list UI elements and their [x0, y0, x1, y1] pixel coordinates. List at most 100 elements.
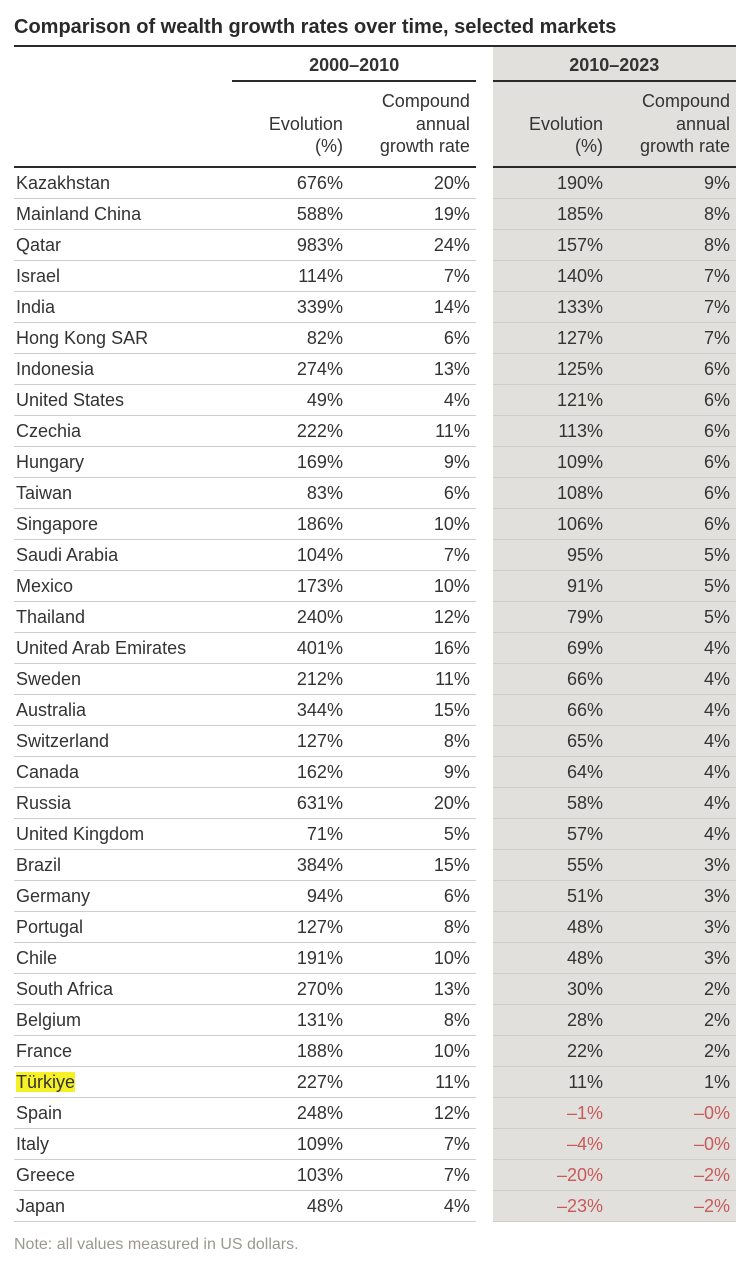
evolution-p2-cell: 125%: [493, 353, 610, 384]
evolution-p2-cell: 91%: [493, 570, 610, 601]
evolution-p2-cell: –4%: [493, 1128, 610, 1159]
wealth-growth-table: 2000–2010 2010–2023 Evolution(%) Compoun…: [14, 47, 736, 1222]
evolution-p2-cell: 106%: [493, 508, 610, 539]
cagr-p1-cell: 6%: [349, 322, 476, 353]
country-cell: Qatar: [14, 229, 232, 260]
evolution-p1-cell: 103%: [232, 1159, 349, 1190]
evolution-p2-cell: 185%: [493, 198, 610, 229]
table-row: Thailand240%12%79%5%: [14, 601, 736, 632]
table-row: United Arab Emirates401%16%69%4%: [14, 632, 736, 663]
cagr-p2-cell: 4%: [609, 663, 736, 694]
evolution-p2-cell: 55%: [493, 849, 610, 880]
evolution-p1-cell: 188%: [232, 1035, 349, 1066]
evolution-p1-cell: 131%: [232, 1004, 349, 1035]
evolution-p2-cell: 65%: [493, 725, 610, 756]
evolution-p1-cell: 588%: [232, 198, 349, 229]
cagr-p1-cell: 7%: [349, 1128, 476, 1159]
table-row: Kazakhstan676%20%190%9%: [14, 167, 736, 199]
evolution-p1-cell: 344%: [232, 694, 349, 725]
country-cell: Switzerland: [14, 725, 232, 756]
evolution-p1-cell: 401%: [232, 632, 349, 663]
country-cell: Greece: [14, 1159, 232, 1190]
evolution-p2-cell: 11%: [493, 1066, 610, 1097]
evolution-p2-cell: 69%: [493, 632, 610, 663]
cagr-p1-cell: 10%: [349, 570, 476, 601]
country-cell: Spain: [14, 1097, 232, 1128]
cagr-p1-cell: 12%: [349, 601, 476, 632]
country-cell: Mainland China: [14, 198, 232, 229]
cagr-p1-cell: 16%: [349, 632, 476, 663]
cagr-p2-cell: 4%: [609, 787, 736, 818]
table-row: Qatar983%24%157%8%: [14, 229, 736, 260]
evolution-p1-cell: 384%: [232, 849, 349, 880]
cagr-p2-cell: 6%: [609, 353, 736, 384]
table-row: Greece103%7%–20%–2%: [14, 1159, 736, 1190]
country-cell: Belgium: [14, 1004, 232, 1035]
cagr-p1-cell: 14%: [349, 291, 476, 322]
table-row: Italy109%7%–4%–0%: [14, 1128, 736, 1159]
evolution-p1-cell: 248%: [232, 1097, 349, 1128]
cagr-p1-cell: 8%: [349, 1004, 476, 1035]
evolution-p2-cell: 64%: [493, 756, 610, 787]
table-row: India339%14%133%7%: [14, 291, 736, 322]
cagr-p1-cell: 20%: [349, 167, 476, 199]
cagr-p1-cell: 10%: [349, 1035, 476, 1066]
country-cell: Singapore: [14, 508, 232, 539]
country-cell: Kazakhstan: [14, 167, 232, 199]
evolution-p2-cell: 28%: [493, 1004, 610, 1035]
evolution-p1-cell: 94%: [232, 880, 349, 911]
cagr-p1-cell: 7%: [349, 260, 476, 291]
cagr-p2-cell: 6%: [609, 415, 736, 446]
cagr-p2-cell: –0%: [609, 1097, 736, 1128]
evolution-p2-cell: 109%: [493, 446, 610, 477]
cagr-p2-cell: 6%: [609, 384, 736, 415]
evolution-p1-cell: 48%: [232, 1190, 349, 1221]
cagr-p2-cell: 2%: [609, 973, 736, 1004]
cagr-p2-cell: 3%: [609, 942, 736, 973]
evolution-p2-cell: 79%: [493, 601, 610, 632]
evolution-p2-cell: 48%: [493, 942, 610, 973]
table-title: Comparison of wealth growth rates over t…: [14, 16, 736, 47]
cagr-p1-cell: 24%: [349, 229, 476, 260]
cagr-p2-cell: 6%: [609, 477, 736, 508]
country-cell: Chile: [14, 942, 232, 973]
evolution-p1-cell: 274%: [232, 353, 349, 384]
evolution-p2-cell: 133%: [493, 291, 610, 322]
cagr-p1-cell: 10%: [349, 508, 476, 539]
country-cell: Hungary: [14, 446, 232, 477]
cagr-p1-cell: 6%: [349, 880, 476, 911]
evolution-p1-cell: 83%: [232, 477, 349, 508]
cagr-p2-cell: 4%: [609, 818, 736, 849]
country-cell: Israel: [14, 260, 232, 291]
cagr-p2-cell: 6%: [609, 508, 736, 539]
cagr-p1-cell: 15%: [349, 849, 476, 880]
cagr-p1-cell: 7%: [349, 1159, 476, 1190]
table-row: Belgium131%8%28%2%: [14, 1004, 736, 1035]
table-row: Taiwan83%6%108%6%: [14, 477, 736, 508]
evolution-p2-cell: 57%: [493, 818, 610, 849]
col-evolution-1: Evolution(%): [232, 81, 349, 167]
evolution-p2-cell: 30%: [493, 973, 610, 1004]
col-cagr-2: Compoundannualgrowth rate: [609, 81, 736, 167]
table-row: Hong Kong SAR82%6%127%7%: [14, 322, 736, 353]
cagr-p2-cell: –2%: [609, 1159, 736, 1190]
evolution-p2-cell: 22%: [493, 1035, 610, 1066]
cagr-p1-cell: 12%: [349, 1097, 476, 1128]
evolution-p1-cell: 227%: [232, 1066, 349, 1097]
cagr-p2-cell: 5%: [609, 601, 736, 632]
evolution-p1-cell: 127%: [232, 911, 349, 942]
cagr-p1-cell: 11%: [349, 663, 476, 694]
table-row: France188%10%22%2%: [14, 1035, 736, 1066]
cagr-p2-cell: 8%: [609, 229, 736, 260]
evolution-p2-cell: 140%: [493, 260, 610, 291]
evolution-p1-cell: 240%: [232, 601, 349, 632]
evolution-p2-cell: 127%: [493, 322, 610, 353]
table-row: Germany94%6%51%3%: [14, 880, 736, 911]
cagr-p2-cell: 4%: [609, 694, 736, 725]
country-cell: Russia: [14, 787, 232, 818]
cagr-p2-cell: 9%: [609, 167, 736, 199]
cagr-p1-cell: 6%: [349, 477, 476, 508]
evolution-p1-cell: 114%: [232, 260, 349, 291]
period1-header: 2000–2010: [232, 47, 475, 81]
period2-header: 2010–2023: [493, 47, 736, 81]
